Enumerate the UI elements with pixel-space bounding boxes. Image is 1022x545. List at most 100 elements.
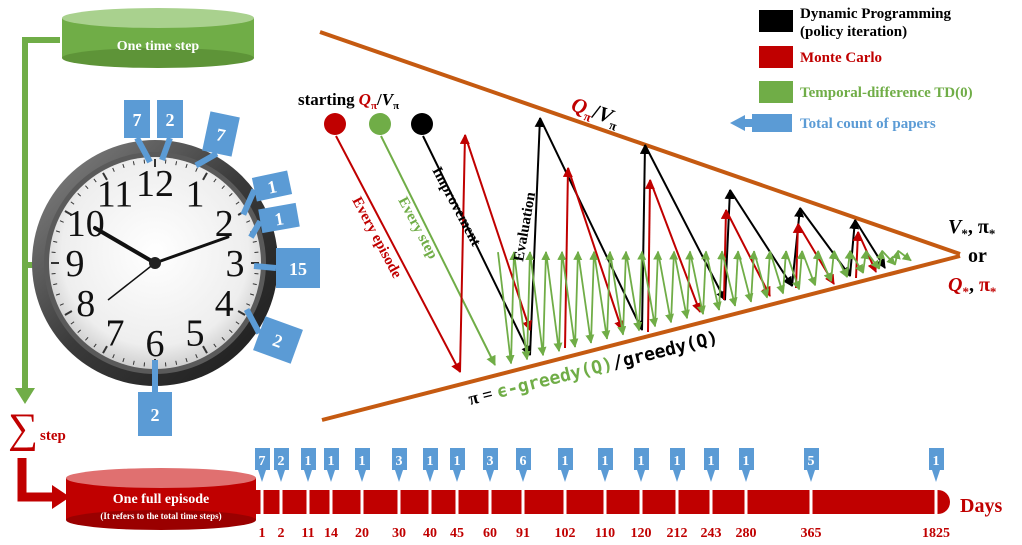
timeline-count-tag <box>423 448 438 470</box>
timeline-count-pointer <box>258 470 266 482</box>
timeline-count-pointer <box>673 470 681 482</box>
timeline-day: 1 <box>259 526 266 541</box>
iteration-arrow <box>529 117 545 356</box>
clock-paper-tag: 2 <box>138 360 172 436</box>
clock-tick <box>202 172 208 181</box>
iteration-arrow <box>753 250 770 299</box>
clock-paper-count: 2 <box>166 110 175 130</box>
optimal-v-pi: V*, π* <box>948 216 995 241</box>
timeline-day: 1825 <box>922 526 950 541</box>
clock-number: 3 <box>226 243 245 285</box>
clock-tick <box>122 357 125 363</box>
timeline-count-tag <box>929 448 944 470</box>
clock-tick <box>213 178 217 183</box>
timeline-count-tag <box>804 448 819 470</box>
iteration-arrow <box>573 250 583 347</box>
legend: Dynamic Programming (policy iteration) M… <box>730 6 973 132</box>
timeline-count-tag <box>255 448 270 470</box>
clock-tick <box>64 310 73 316</box>
iteration-arrow <box>593 251 611 340</box>
timeline-count-pointer <box>426 470 434 482</box>
iteration-arrow <box>852 231 863 279</box>
iteration-arrow <box>724 189 735 301</box>
timeline-count-pointer <box>327 470 335 482</box>
timeline-count-tag <box>355 448 370 470</box>
episode-subtitle: (It refers to the total time steps) <box>100 511 221 521</box>
timeline-day: 60 <box>483 526 497 541</box>
iteration-arrow <box>621 250 631 335</box>
timeline-count-tag <box>558 448 573 470</box>
clock-tick <box>249 293 255 296</box>
triangle-labels: starting Qπ/Vπ Qπ/Vπ V*, π* or Q*, π* π =… <box>298 90 996 409</box>
clock-number: 2 <box>215 203 234 245</box>
clock-paper-tag: 1 <box>240 170 293 216</box>
iteration-arrow <box>685 250 695 319</box>
iteration-arrow <box>849 250 864 274</box>
clock-tick <box>221 185 225 190</box>
iteration-arrow <box>577 251 595 344</box>
timeline-count-pointer <box>395 470 403 482</box>
one-time-step-cylinder: One time step <box>62 8 254 68</box>
timeline-count: 7 <box>259 454 266 469</box>
timeline-day: 110 <box>595 526 615 541</box>
clock-tick <box>53 283 58 286</box>
clock-tick <box>252 240 257 243</box>
iteration-arrow <box>801 250 817 287</box>
timeline-count: 1 <box>602 454 609 469</box>
timeline-count: 3 <box>396 454 403 469</box>
timeline-count-pointer <box>707 470 715 482</box>
iteration-arrow <box>849 219 860 277</box>
clock-tick <box>102 345 108 354</box>
timeline-count: 1 <box>674 454 681 469</box>
iteration-arrow <box>769 250 785 295</box>
clock-number: 10 <box>67 203 105 245</box>
timeline-day: 20 <box>355 526 369 541</box>
legend-papers: Total count of papers <box>800 116 936 132</box>
iteration-arrow <box>625 251 643 332</box>
optimal-q-pi: Q*, π* <box>948 274 996 299</box>
clock-tick <box>195 354 198 359</box>
legend-mc: Monte Carlo <box>800 50 882 66</box>
every-episode-label: Every episode <box>348 194 404 281</box>
clock-paper-tag: 2 <box>157 100 183 162</box>
iteration-arrow <box>780 250 790 294</box>
iteration-arrow <box>749 250 759 302</box>
iteration-arrow <box>844 250 854 278</box>
iteration-arrow <box>669 250 679 323</box>
clock-tick <box>77 329 82 333</box>
clock-paper-tag: 7 <box>194 111 240 169</box>
iteration-arrow <box>812 250 822 286</box>
timeline-day: 212 <box>667 526 688 541</box>
sum-symbol: ∑ <box>8 406 38 452</box>
timeline-day: 2 <box>278 526 285 541</box>
timeline-day: 40 <box>423 526 437 541</box>
iteration-arrow <box>881 250 896 266</box>
clock-tick <box>235 201 240 205</box>
iteration-arrow <box>817 250 832 282</box>
timeline-count: 1 <box>708 454 715 469</box>
clock-paper-count: 2 <box>151 405 160 425</box>
clock-tick <box>85 336 89 341</box>
timeline-count-pointer <box>358 470 366 482</box>
timeline-count-tag <box>392 448 407 470</box>
clock-tick <box>175 360 178 365</box>
iteration-arrow <box>529 251 547 357</box>
clock-tick <box>59 220 64 223</box>
iteration-arrow <box>649 179 702 313</box>
timeline-count-tag <box>516 448 531 470</box>
timeline-count: 1 <box>562 454 569 469</box>
iteration-arrow <box>557 250 567 352</box>
iteration-arrow <box>701 250 711 315</box>
clock-number: 11 <box>97 174 134 216</box>
clock-paper-tag: 2 <box>243 307 303 364</box>
iteration-arrow <box>335 135 461 373</box>
timeline-count-pointer <box>932 470 940 482</box>
timeline-day: 280 <box>736 526 757 541</box>
clock-number: 6 <box>146 323 165 365</box>
timeline-day: 30 <box>392 526 406 541</box>
iteration-arrow <box>509 251 519 364</box>
clock-paper-count: 7 <box>133 110 142 130</box>
top-cylinder-label: One time step <box>117 39 200 54</box>
